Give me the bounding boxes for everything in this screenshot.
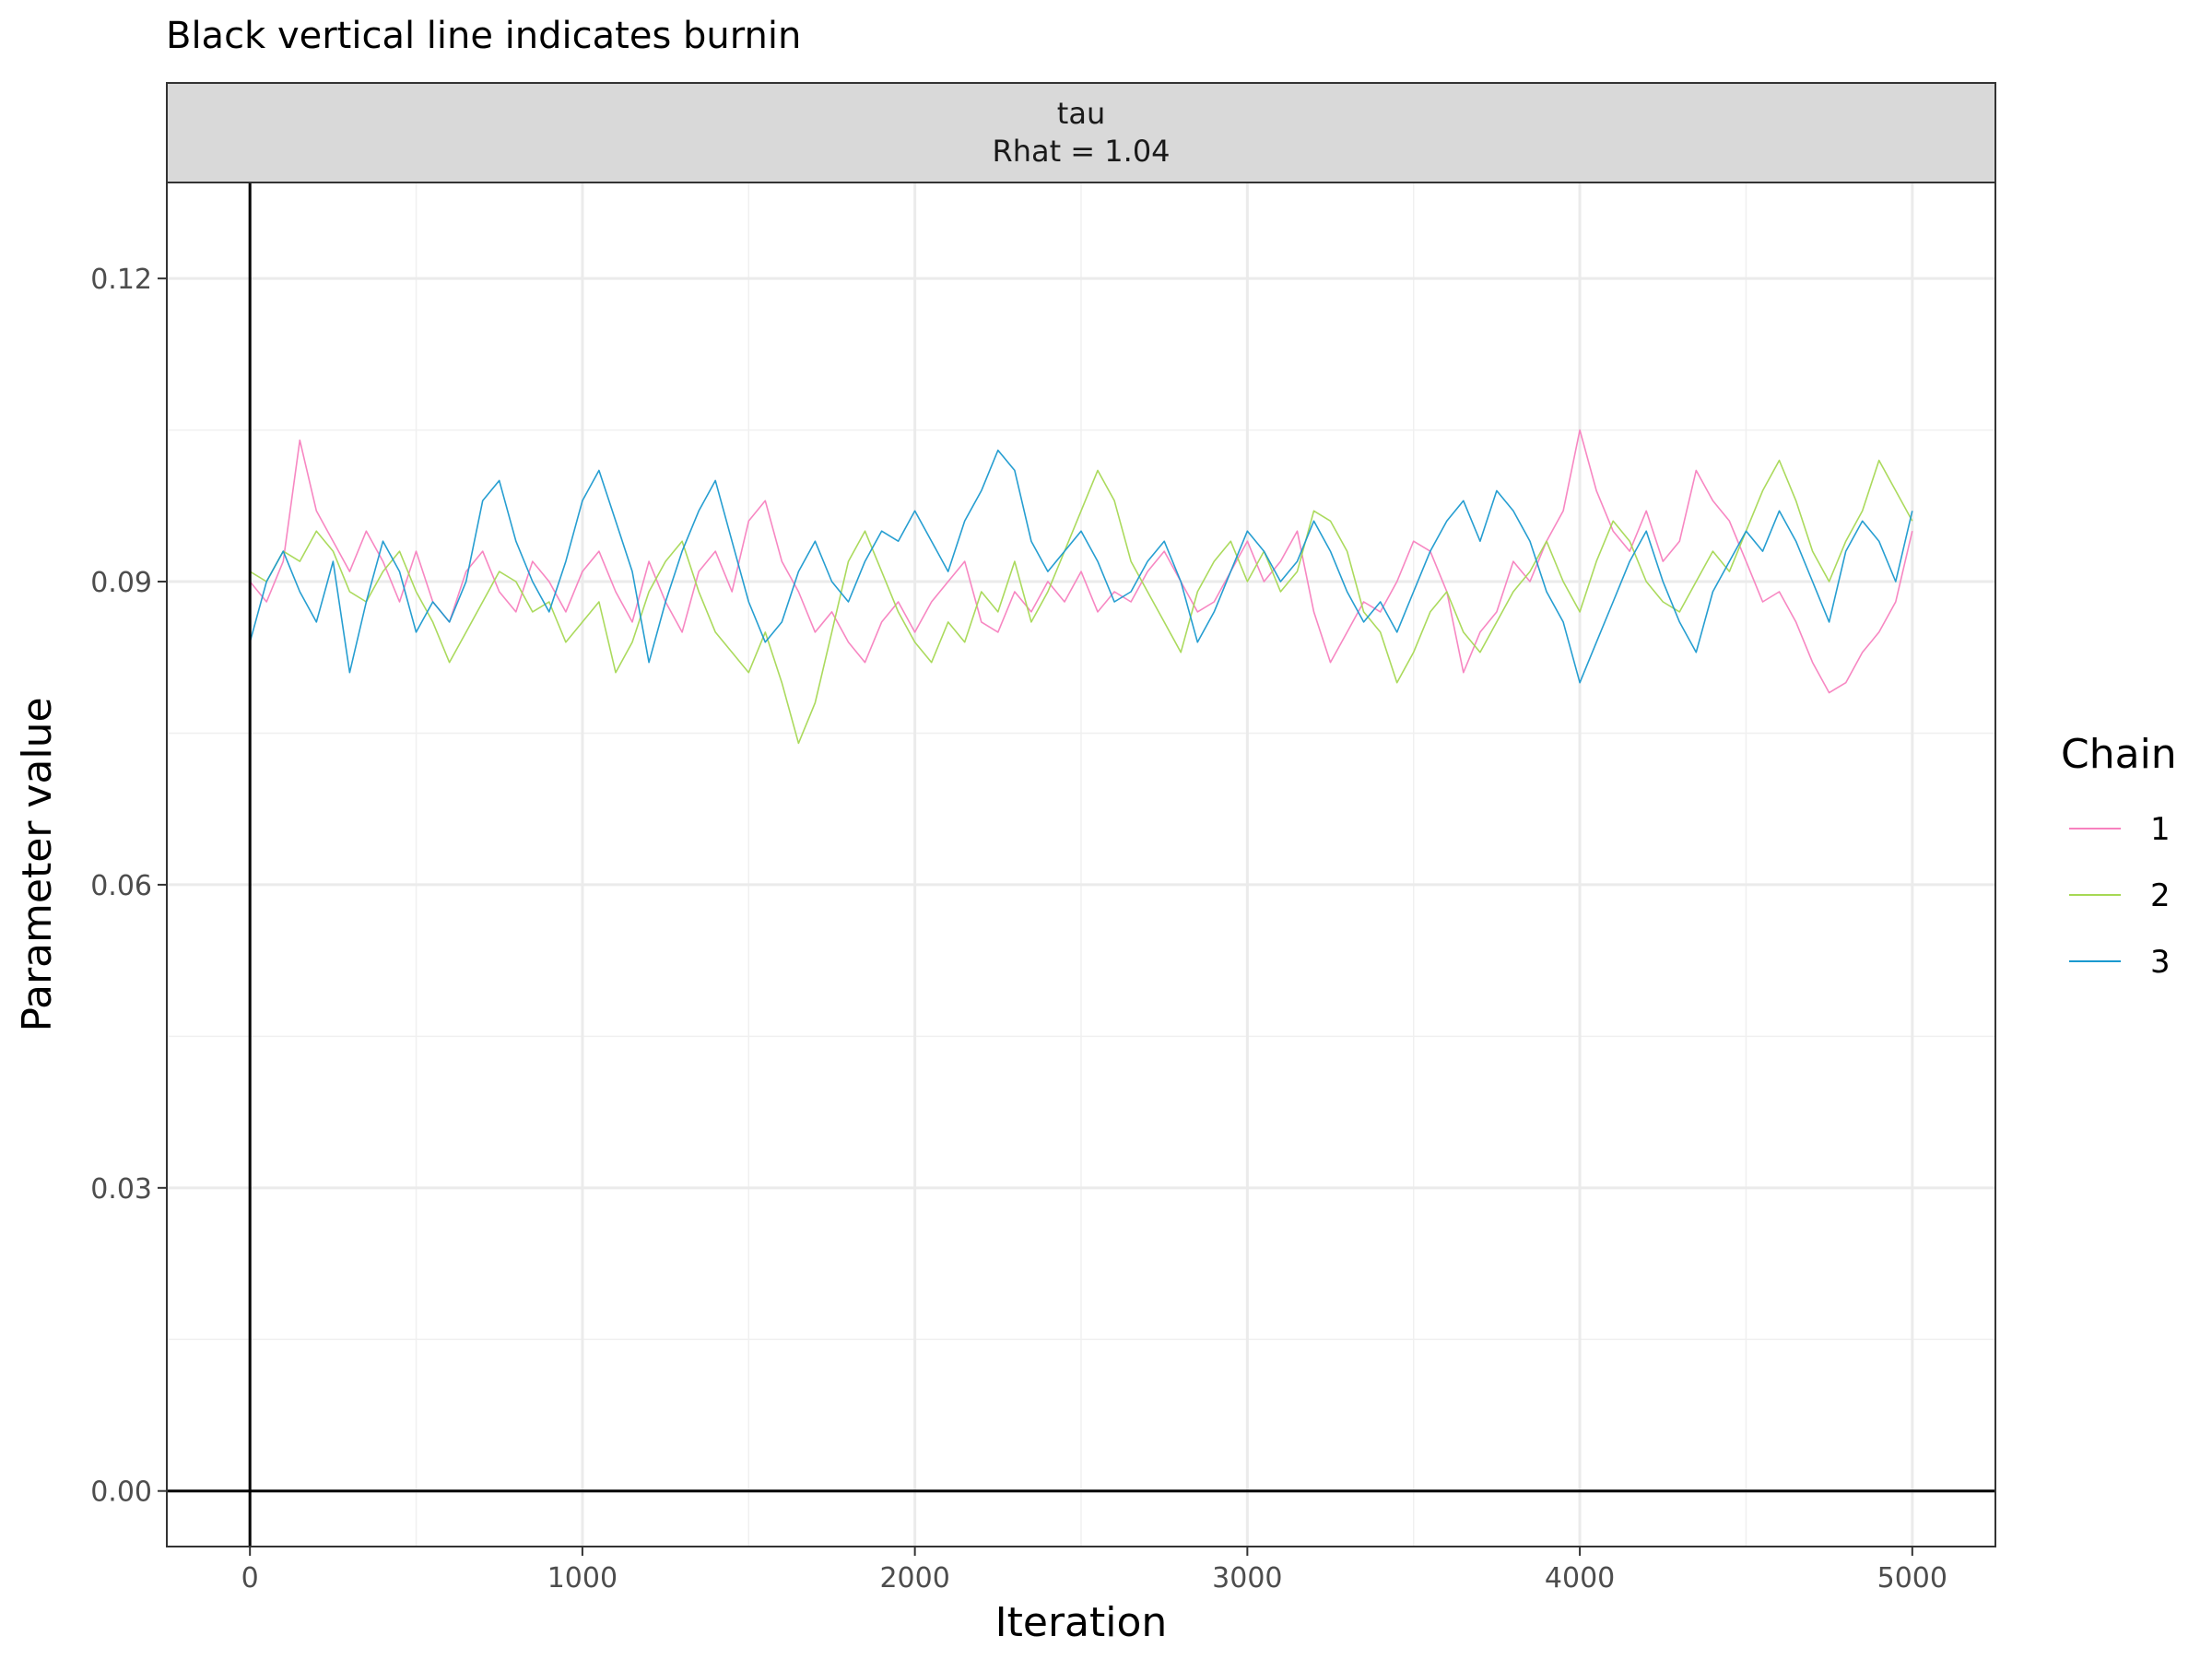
minor-gridlines	[167, 182, 1995, 1547]
series-line-chain-1	[249, 429, 1913, 694]
y-axis-label: Parameter value	[14, 697, 61, 1031]
series-line-chain-2	[249, 459, 1913, 745]
legend: Chain 1 2 3	[2061, 731, 2177, 981]
series-line-chain-3	[249, 449, 1913, 684]
facet-rhat-label: Rhat = 1.04	[992, 134, 1170, 169]
chart-title: Black vertical line indicates burnin	[166, 15, 801, 57]
x-tick-label: 3000	[1212, 1562, 1282, 1594]
facet-label: tau	[1057, 96, 1105, 131]
y-tick-label: 0.03	[90, 1173, 152, 1206]
panel-border	[166, 182, 1996, 1547]
y-tick-label: 0.00	[90, 1477, 152, 1509]
y-tick-label: 0.09	[90, 567, 152, 599]
x-tick-label: 5000	[1877, 1562, 1947, 1594]
y-axis: 0.00 0.03 0.06 0.09 0.12	[90, 264, 167, 1509]
series-layer	[249, 429, 1913, 745]
legend-title: Chain	[2061, 731, 2177, 778]
legend-items: 1 2 3	[2069, 811, 2171, 981]
y-tick-label: 0.12	[90, 264, 152, 296]
x-tick-label: 0	[241, 1562, 259, 1594]
x-axis: 0 1000 2000 3000 4000 5000	[241, 1547, 1947, 1594]
legend-label-chain-2: 2	[2150, 877, 2171, 914]
plot-panel	[166, 182, 1996, 1547]
legend-label-chain-1: 1	[2150, 811, 2171, 848]
facet-strip	[166, 82, 1996, 183]
x-axis-label: Iteration	[995, 1599, 1168, 1646]
x-tick-label: 2000	[879, 1562, 949, 1594]
x-tick-label: 1000	[547, 1562, 618, 1594]
legend-label-chain-3: 3	[2150, 944, 2171, 981]
x-tick-label: 4000	[1545, 1562, 1615, 1594]
y-tick-label: 0.06	[90, 870, 152, 902]
